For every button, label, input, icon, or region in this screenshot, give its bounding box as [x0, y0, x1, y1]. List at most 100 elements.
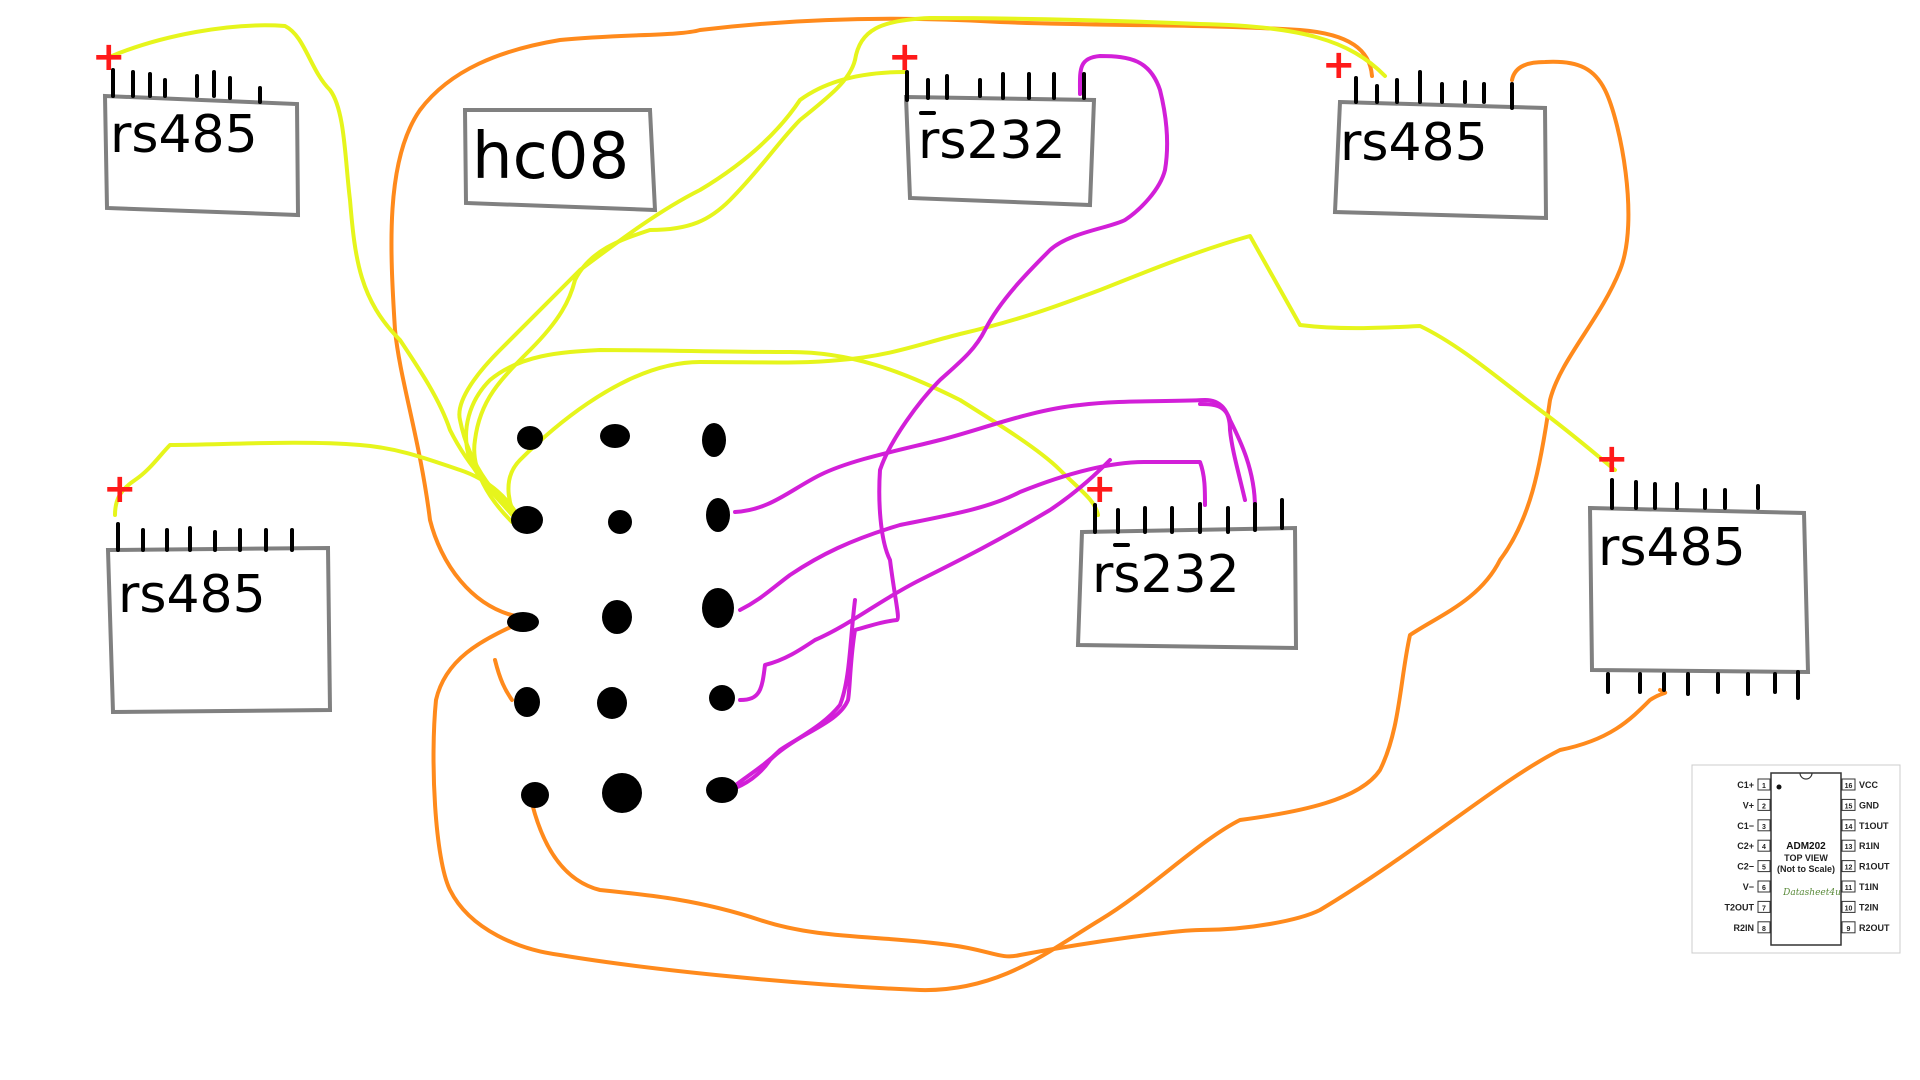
- datasheet-pin-name: T1OUT: [1859, 821, 1889, 831]
- datasheet-pin-name: R1OUT: [1859, 862, 1890, 872]
- yellow-wire-rs485-left: [113, 440, 522, 522]
- chip-rs232-mid: + rs232: [1075, 466, 1299, 651]
- ic-notch: [1799, 772, 1813, 780]
- dot-r2c1: [511, 506, 543, 534]
- chip-pins-bottom: [1606, 670, 1800, 700]
- yellow-wire-rs485-top-left: [110, 23, 522, 517]
- dot-r5c2: [602, 773, 642, 813]
- datasheet-watermark: Datasheet4u: [1782, 888, 1841, 898]
- dot-r5c3: [706, 777, 738, 803]
- datasheet-pin-box: [1757, 860, 1771, 873]
- datasheet-pin-name: GND: [1859, 800, 1880, 810]
- chip-label: rs232: [1092, 545, 1240, 605]
- plus-marker: +: [103, 466, 137, 512]
- magenta-wire-rs232-mid-loop: [1198, 402, 1257, 510]
- magenta-wires: [728, 54, 1257, 792]
- chip-pins: [1093, 498, 1284, 534]
- orange-wire-bottom-loop: [431, 59, 1631, 993]
- datasheet-pin-number: 4: [1762, 844, 1766, 851]
- yellow-wire-rs232-mid: [464, 348, 1100, 526]
- datasheet-pin-number: 11: [1845, 885, 1853, 892]
- datasheet-pin-name: R1IN: [1859, 841, 1880, 851]
- magenta-wire-row5: [728, 598, 857, 792]
- chip-rs485-top-left: + rs485: [92, 34, 301, 218]
- datasheet-pin-name: C1+: [1737, 780, 1754, 790]
- datasheet-pin-box: [1757, 921, 1771, 934]
- datasheet-pin-number: 8: [1762, 926, 1766, 933]
- ic-body: [1770, 772, 1842, 946]
- chip-rs232-top: + rs232: [888, 34, 1097, 208]
- dot-r1c1: [517, 426, 543, 450]
- chip-hc08: hc08: [462, 108, 658, 213]
- datasheet-pin-box: [1841, 798, 1856, 811]
- magenta-wire-row2: [733, 398, 1247, 514]
- chip-pins: [1354, 70, 1514, 110]
- datasheet-pin-box: [1757, 839, 1771, 852]
- datasheet-pin-name: R2OUT: [1859, 923, 1890, 933]
- datasheet-pin-name: V−: [1743, 882, 1754, 892]
- chip-pins-top: [1610, 478, 1760, 510]
- dot-r2c3: [706, 498, 730, 532]
- datasheet-pin-name: R2IN: [1733, 923, 1754, 933]
- magenta-wire-rs232-top: [728, 54, 1170, 792]
- datasheet-chip-name: ADM202: [1786, 841, 1826, 852]
- connector-dots: [507, 423, 738, 813]
- datasheet-left-pins: 1 C1+ 2 V+ 3 C1− 4 C2+ 5 C2− 6 V− 7 T2OUT 8 R2IN: [1724, 778, 1771, 934]
- datasheet-pin-name: T2OUT: [1724, 902, 1754, 912]
- chip-label: rs232: [918, 111, 1066, 171]
- datasheet-pin-name: T2IN: [1859, 902, 1879, 912]
- chip-rs485-right: + rs485: [1587, 436, 1811, 700]
- plus-marker: +: [888, 34, 922, 80]
- datasheet-pin-box: [1841, 778, 1856, 791]
- datasheet-pin-name: T1IN: [1859, 882, 1879, 892]
- dot-r2c2: [608, 510, 632, 534]
- chip-label: rs485: [110, 105, 258, 165]
- pin1-dot: [1776, 784, 1782, 790]
- datasheet-pin-number: 12: [1845, 865, 1853, 872]
- yellow-wire-rs485-right: [506, 234, 1617, 528]
- datasheet-pin-name: V+: [1743, 800, 1754, 810]
- datasheet-pin-box: [1841, 900, 1856, 913]
- datasheet-pin-number: 14: [1845, 824, 1853, 831]
- dot-r1c3: [702, 423, 726, 457]
- chip-rs485-left: + rs485: [103, 466, 333, 715]
- plus-marker: +: [92, 34, 126, 80]
- datasheet-pin-number: 15: [1845, 803, 1853, 810]
- datasheet-pin-number: 5: [1762, 865, 1766, 872]
- chip-pins: [111, 68, 262, 104]
- datasheet-pin-box: [1757, 819, 1771, 832]
- datasheet-pin-box: [1841, 819, 1856, 832]
- chip-rs485-top-right: + rs485: [1322, 42, 1549, 221]
- dot-r4c2: [597, 687, 627, 719]
- datasheet-view: TOP VIEW: [1784, 853, 1828, 863]
- datasheet-pin-box: [1841, 839, 1856, 852]
- plus-marker: +: [1595, 436, 1629, 482]
- chip-pins: [905, 70, 1086, 102]
- dot-r3c3: [702, 588, 734, 628]
- dot-r5c1: [521, 782, 549, 808]
- dot-r1c2: [600, 424, 630, 448]
- datasheet-pin-name: VCC: [1859, 780, 1879, 790]
- datasheet-pin-number: 2: [1762, 803, 1766, 810]
- datasheet-pin-number: 9: [1847, 926, 1851, 933]
- datasheet-pin-box: [1841, 921, 1856, 934]
- dot-r4c1: [514, 687, 540, 717]
- chip-label: rs485: [118, 565, 266, 625]
- dot-r3c1: [507, 612, 539, 632]
- orange-wire-left-stub: [493, 658, 514, 702]
- datasheet-inset: ADM202 TOP VIEW (Not to Scale) Datasheet…: [1691, 764, 1901, 954]
- datasheet-pin-number: 13: [1845, 844, 1853, 851]
- orange-wires: [389, 16, 1668, 993]
- orange-wire-lower-right: [528, 688, 1668, 959]
- datasheet-pin-box: [1757, 880, 1771, 893]
- datasheet-pin-box: [1757, 778, 1771, 791]
- datasheet-right-pins: 16 VCC 15 GND 14 T1OUT 13 R1IN 12 R1OUT 11 T1IN 10 T2…: [1841, 778, 1890, 934]
- chip-label: rs485: [1340, 113, 1488, 173]
- chip-pins: [116, 522, 294, 552]
- datasheet-pin-number: 16: [1845, 783, 1853, 790]
- plus-marker: +: [1322, 42, 1356, 88]
- orange-wire-outer-loop: [389, 16, 1374, 620]
- datasheet-pin-number: 3: [1762, 824, 1766, 831]
- datasheet-pin-box: [1841, 860, 1856, 873]
